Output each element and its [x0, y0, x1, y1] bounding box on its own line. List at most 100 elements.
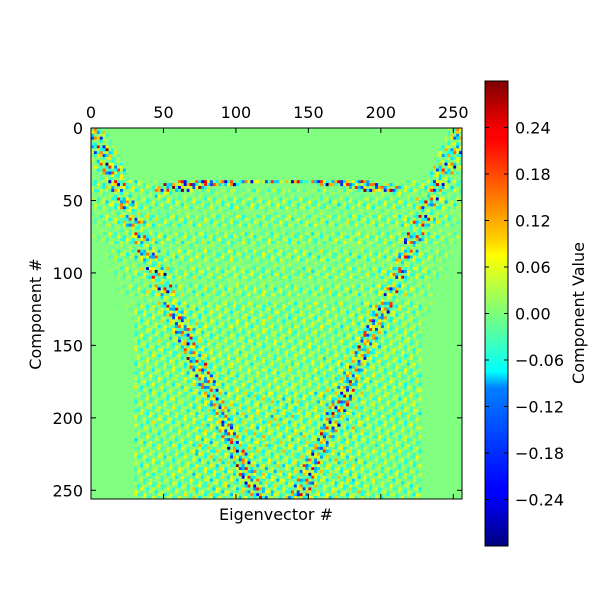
heatmap-cell: [453, 128, 457, 132]
heatmap-cell: [282, 304, 286, 308]
heatmap-cell: [369, 371, 373, 375]
heatmap-cell: [305, 272, 309, 276]
heatmap-cell: [175, 348, 179, 352]
heatmap-cell: [453, 194, 457, 198]
heatmap-cell: [244, 275, 248, 279]
heatmap-cell: [235, 313, 239, 317]
heatmap-cell: [366, 319, 370, 323]
heatmap-cell: [453, 162, 457, 166]
heatmap-cell: [137, 301, 141, 305]
heatmap-cell: [401, 281, 405, 285]
heatmap-cell: [105, 214, 109, 218]
heatmap-cell: [169, 255, 173, 259]
heatmap-cell: [369, 278, 373, 282]
heatmap-cell: [412, 220, 416, 224]
heatmap-cell: [409, 319, 413, 323]
heatmap-cell: [177, 194, 181, 198]
heatmap-cell: [201, 180, 205, 184]
heatmap-cell: [404, 356, 408, 361]
heatmap-cell: [290, 258, 295, 262]
heatmap-cell: [331, 345, 335, 349]
heatmap-cell: [276, 371, 280, 375]
heatmap-cell: [322, 290, 326, 294]
heatmap-cell: [288, 377, 292, 381]
heatmap-cell: [296, 212, 300, 216]
heatmap-cell: [253, 267, 257, 271]
heatmap-cell: [276, 290, 280, 294]
heatmap-cell: [398, 307, 402, 311]
heatmap-cell: [154, 194, 158, 198]
heatmap-cell: [221, 214, 225, 218]
heatmap-cell: [319, 194, 324, 198]
heatmap-cell: [221, 275, 225, 279]
heatmap-cell: [151, 249, 155, 253]
heatmap-cell: [96, 220, 100, 224]
heatmap-cell: [296, 232, 300, 236]
heatmap-cell: [348, 183, 353, 187]
heatmap-cell: [354, 301, 358, 305]
heatmap-cell: [392, 310, 396, 314]
heatmap-cell: [360, 374, 364, 378]
heatmap-cell: [131, 278, 135, 282]
heatmap-cell: [354, 206, 358, 210]
heatmap-cell: [337, 226, 341, 230]
heatmap-cell: [177, 197, 181, 201]
heatmap-cell: [189, 272, 193, 276]
heatmap-cell: [175, 322, 179, 326]
heatmap-cell: [175, 270, 179, 274]
heatmap-cell: [421, 223, 425, 227]
heatmap-cell: [377, 275, 381, 279]
heatmap-cell: [409, 356, 413, 361]
heatmap-cell: [93, 206, 97, 210]
heatmap-cell: [375, 351, 379, 355]
heatmap-cell: [319, 339, 324, 343]
heatmap-cell: [148, 203, 153, 207]
heatmap-cell: [131, 255, 135, 259]
heatmap-cell: [146, 249, 150, 253]
heatmap-cell: [267, 322, 271, 326]
heatmap-cell: [302, 197, 306, 201]
heatmap-cell: [247, 217, 251, 221]
heatmap-cell: [398, 241, 402, 245]
heatmap-cell: [392, 307, 396, 311]
heatmap-cell: [198, 348, 202, 352]
heatmap-cell: [375, 209, 379, 213]
heatmap-cell: [438, 151, 442, 155]
heatmap-cell: [108, 142, 112, 146]
heatmap-cell: [430, 223, 434, 227]
heatmap-cell: [256, 290, 260, 294]
heatmap-cell: [128, 307, 132, 311]
heatmap-cell: [369, 336, 373, 340]
heatmap-cell: [319, 284, 324, 288]
heatmap-cell: [140, 214, 144, 218]
heatmap-cell: [177, 264, 181, 268]
heatmap-cell: [151, 301, 155, 305]
heatmap-cell: [177, 226, 181, 230]
heatmap-cell: [195, 232, 199, 236]
heatmap-cell: [308, 214, 312, 218]
heatmap-cell: [119, 188, 124, 192]
heatmap-cell: [262, 356, 266, 361]
heatmap-cell: [163, 333, 167, 337]
heatmap-cell: [238, 365, 242, 369]
heatmap-cell: [209, 301, 213, 305]
heatmap-cell: [250, 180, 254, 184]
heatmap-cell: [346, 374, 350, 378]
heatmap-cell: [146, 304, 150, 308]
heatmap-cell: [398, 368, 402, 372]
heatmap-cell: [204, 180, 208, 184]
heatmap-cell: [134, 200, 138, 204]
heatmap-cell: [166, 252, 170, 256]
heatmap-cell: [412, 191, 416, 195]
heatmap-cell: [430, 226, 434, 230]
heatmap-cell: [334, 278, 338, 282]
heatmap-cell: [290, 272, 295, 276]
heatmap-cell: [383, 354, 387, 358]
heatmap-cell: [253, 264, 257, 268]
heatmap-cell: [273, 180, 277, 184]
heatmap-cell: [209, 351, 213, 355]
heatmap-cell: [166, 258, 170, 262]
heatmap-cell: [180, 200, 184, 204]
heatmap-cell: [122, 272, 126, 276]
heatmap-cell: [157, 185, 161, 190]
